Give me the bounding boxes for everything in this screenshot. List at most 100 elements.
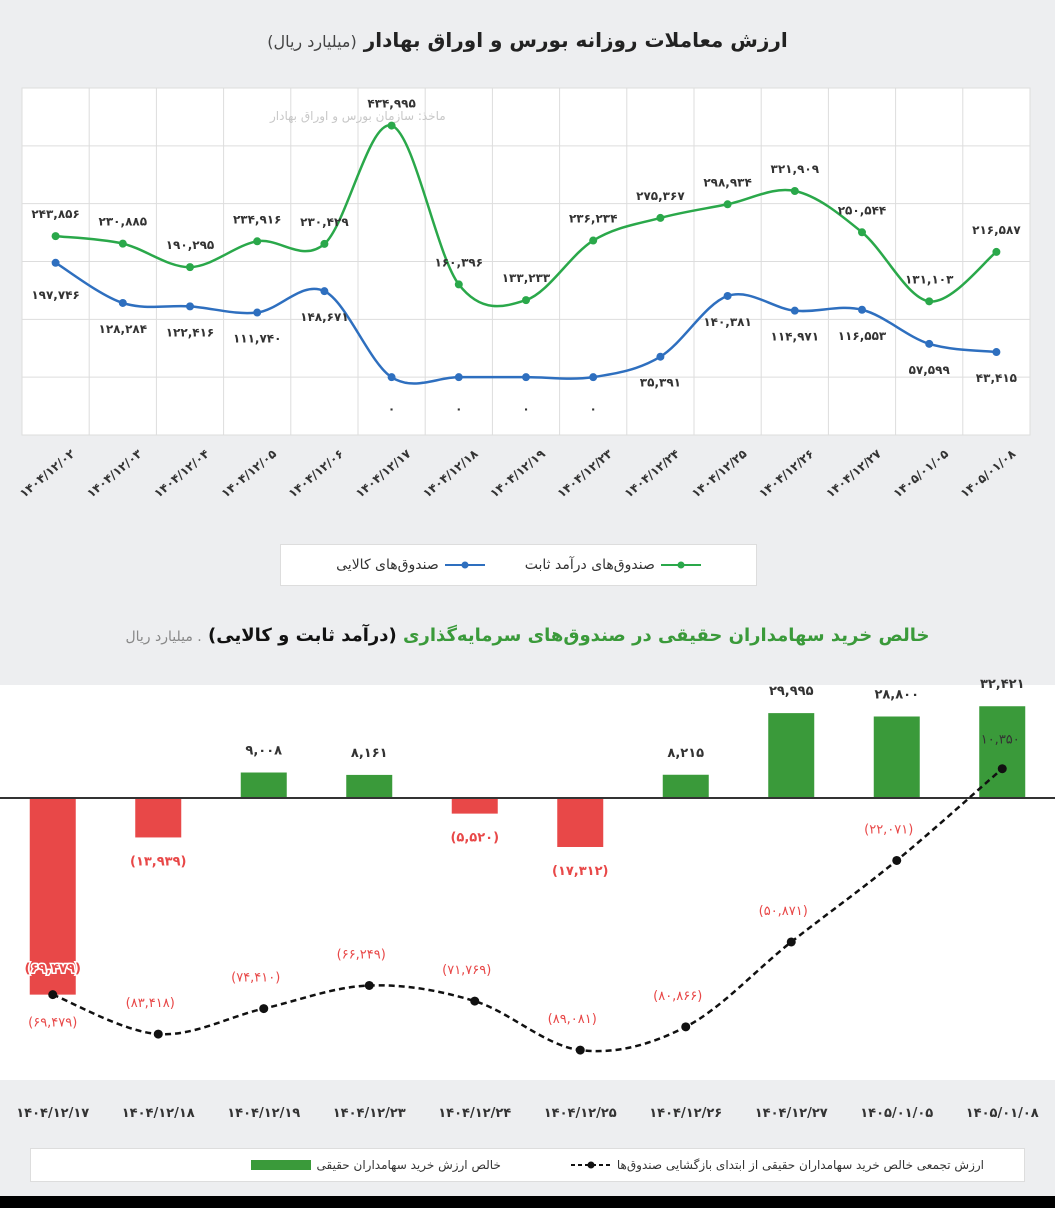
x-tick-label: ۱۴۰۴/۱۲/۲۳ bbox=[555, 446, 616, 500]
x-tick-label-2: ۱۴۰۴/۱۲/۲۴ bbox=[438, 1106, 511, 1121]
bottom-bar bbox=[0, 1196, 1055, 1208]
data-point bbox=[454, 373, 463, 382]
data-point bbox=[790, 306, 799, 315]
cumulative-point bbox=[364, 980, 374, 990]
data-label: ۱۴۸,۶۷۱ bbox=[300, 310, 349, 324]
data-point bbox=[992, 348, 1001, 357]
bar-label: ۳۲,۴۲۱ bbox=[980, 677, 1025, 692]
data-point bbox=[858, 305, 866, 314]
cumulative-point bbox=[681, 1022, 691, 1032]
data-label: ۲۵۰,۵۴۴ bbox=[838, 203, 887, 217]
data-point bbox=[589, 236, 598, 245]
cumulative-point bbox=[892, 855, 902, 865]
legend-item-cumulative: ارزش تجمعی خالص خرید سهامداران حقیقی از … bbox=[570, 1158, 984, 1172]
cumulative-point bbox=[786, 937, 796, 947]
data-point bbox=[925, 297, 934, 306]
data-point bbox=[186, 263, 194, 272]
data-point bbox=[320, 287, 329, 296]
x-tick-label-2: ۱۴۰۵/۰۱/۰۵ bbox=[860, 1106, 933, 1121]
x-tick-label: ۱۴۰۴/۱۲/۱۸ bbox=[420, 446, 481, 500]
legend-item-net-purchase: خالص ارزش خرید سهامداران حقیقی bbox=[250, 1158, 501, 1172]
x-tick-label-2: ۱۴۰۴/۱۲/۲۶ bbox=[649, 1106, 722, 1121]
bar bbox=[557, 798, 604, 847]
cumulative-point bbox=[48, 990, 58, 1000]
x-tick-label: ۱۴۰۴/۱۲/۰۴ bbox=[151, 447, 212, 501]
data-point bbox=[387, 373, 396, 382]
data-label: ۲۳۴,۹۱۶ bbox=[233, 212, 282, 226]
cumulative-label: (۸۳,۴۱۸) bbox=[126, 996, 175, 1011]
bar-label: (۶۹,۴۷۹) bbox=[25, 962, 82, 977]
data-point bbox=[858, 228, 866, 237]
x-tick-label: ۱۴۰۴/۱۲/۱۷ bbox=[353, 446, 414, 500]
cumulative-label: (۶۹,۴۷۹) bbox=[28, 1016, 77, 1031]
data-label: ۱۱۴,۹۷۱ bbox=[771, 330, 820, 344]
data-point bbox=[589, 373, 598, 382]
cumulative-point bbox=[997, 764, 1007, 774]
data-label: ۳۲۱,۹۰۹ bbox=[771, 162, 820, 176]
bar bbox=[768, 713, 815, 798]
data-point bbox=[51, 258, 60, 267]
legend-item-commodity: صندوق‌های کالایی bbox=[336, 557, 485, 573]
cumulative-label: ۱۰,۳۵۰ bbox=[981, 733, 1020, 748]
bar-label: ۸,۱۶۱ bbox=[351, 746, 388, 761]
data-label: ۰ bbox=[590, 402, 597, 416]
data-point bbox=[656, 213, 665, 222]
source-note: ماخذ: سازمان بورس و اوراق بهادار bbox=[269, 109, 446, 124]
x-tick-label: ۱۴۰۴/۱۲/۲۴ bbox=[622, 447, 683, 501]
data-point bbox=[320, 239, 329, 248]
bar-label: (۵,۵۲۰) bbox=[450, 831, 499, 846]
chart2-title: خالص خرید سهامداران حقیقی در صندوق‌های س… bbox=[125, 625, 930, 646]
cumulative-label: (۵۰,۸۷۱) bbox=[759, 904, 808, 919]
cumulative-line bbox=[52, 767, 1004, 1053]
cumulative-label: (۷۱,۷۶۹) bbox=[442, 963, 491, 978]
data-label: ۲۳۰,۴۲۹ bbox=[300, 215, 349, 229]
chart1-legend: صندوق‌های درآمد ثابت صندوق‌های کالایی bbox=[280, 544, 757, 586]
series-line-0 bbox=[55, 124, 998, 308]
x-tick-label: ۱۴۰۴/۱۲/۰۲ bbox=[17, 446, 78, 500]
x-tick-label-2: ۱۴۰۵/۰۱/۰۸ bbox=[966, 1106, 1039, 1121]
data-label: ۱۴۰,۳۸۱ bbox=[703, 315, 752, 329]
data-label: ۱۶۰,۳۹۶ bbox=[435, 255, 484, 269]
cumulative-point bbox=[575, 1045, 585, 1055]
cumulative-label: (۸۹,۰۸۱) bbox=[548, 1012, 597, 1027]
x-tick-label: ۱۴۰۴/۱۲/۰۶ bbox=[286, 447, 347, 501]
data-label: ۲۹۸,۹۳۴ bbox=[703, 175, 752, 189]
data-point bbox=[253, 308, 262, 317]
data-label: ۲۳۰,۸۸۵ bbox=[99, 215, 148, 229]
cumulative-label: (۶۶,۲۴۹) bbox=[337, 947, 386, 962]
x-tick-label-2: ۱۴۰۴/۱۲/۲۳ bbox=[333, 1106, 406, 1121]
data-label: ۰ bbox=[455, 402, 462, 416]
data-label: ۰ bbox=[522, 402, 529, 416]
bar bbox=[135, 798, 182, 838]
bar bbox=[29, 798, 76, 995]
data-label: ۱۱۱,۷۴۰ bbox=[233, 332, 282, 346]
data-label: ۲۳۶,۲۳۴ bbox=[569, 212, 618, 226]
cumulative-point bbox=[470, 996, 480, 1006]
bar-label: (۱۷,۳۱۲) bbox=[552, 864, 609, 879]
cumulative-label: (۲۲,۰۷۱) bbox=[864, 822, 913, 837]
cumulative-point bbox=[153, 1029, 163, 1039]
data-label: ۲۷۵,۳۶۷ bbox=[636, 189, 685, 203]
data-label: ۱۳۳,۲۳۳ bbox=[502, 271, 551, 285]
data-point bbox=[522, 296, 530, 305]
data-label: ۱۲۸,۲۸۴ bbox=[99, 322, 148, 336]
bar-label: ۹,۰۰۸ bbox=[245, 744, 282, 759]
data-point bbox=[925, 339, 934, 348]
bar bbox=[240, 772, 287, 798]
chart1-title: ارزش معاملات روزانه بورس و اوراق بهادار … bbox=[267, 28, 788, 52]
x-tick-label: ۱۴۰۵/۰۱/۰۸ bbox=[958, 446, 1019, 500]
data-point bbox=[51, 232, 60, 241]
data-point bbox=[723, 200, 732, 209]
bar bbox=[346, 774, 393, 798]
x-tick-label-2: ۱۴۰۴/۱۲/۲۵ bbox=[544, 1106, 617, 1121]
legend-item-fixed-income: صندوق‌های درآمد ثابت bbox=[525, 557, 701, 573]
bar-label: ۲۹,۹۹۵ bbox=[769, 684, 814, 699]
data-point bbox=[723, 291, 732, 300]
cumulative-point bbox=[259, 1004, 269, 1014]
chart2-legend: ارزش تجمعی خالص خرید سهامداران حقیقی از … bbox=[30, 1148, 1025, 1182]
x-tick-label: ۱۴۰۴/۱۲/۲۷ bbox=[823, 446, 884, 500]
data-point bbox=[387, 121, 396, 130]
data-label: ۱۹۷,۷۴۶ bbox=[31, 288, 80, 302]
x-tick-label-2: ۱۴۰۴/۱۲/۱۸ bbox=[122, 1106, 195, 1121]
